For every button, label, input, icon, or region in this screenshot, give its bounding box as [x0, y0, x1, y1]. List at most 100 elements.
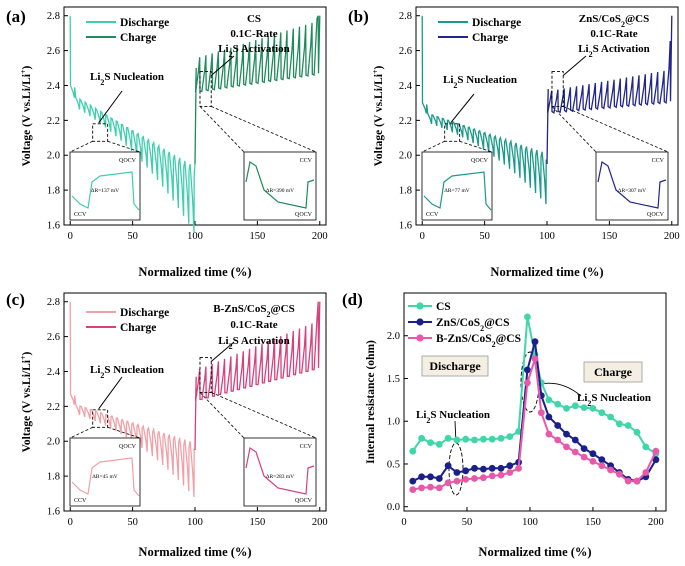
data-point	[506, 433, 514, 440]
data-point	[589, 458, 597, 465]
data-point	[531, 338, 539, 346]
legend: Discharge Charge	[86, 17, 169, 44]
data-point	[633, 428, 641, 436]
panel-tag: (b)	[348, 7, 369, 26]
nucleation-arrow	[98, 90, 123, 124]
zoom-box-charge	[551, 71, 564, 107]
inset-label-upper: QOCV	[119, 158, 137, 164]
data-point	[515, 464, 522, 472]
zoom-connector	[107, 426, 141, 439]
legend-marker-zns	[416, 318, 424, 326]
zoom-box-discharge	[92, 123, 109, 142]
data-point	[607, 466, 614, 474]
data-point	[515, 428, 522, 435]
y-tick-label: 2.6	[399, 46, 412, 57]
inset-frame	[421, 151, 493, 221]
data-point	[453, 436, 461, 444]
y-tick-label: 2.8	[399, 11, 412, 22]
x-axis-label: Normalized time (%)	[478, 545, 591, 559]
discharge-line	[69, 15, 196, 233]
x-tick-label: 150	[250, 517, 266, 528]
data-point	[462, 435, 470, 443]
y-tick-label: 2.0	[399, 151, 412, 162]
data-point	[580, 445, 588, 452]
inset-curve	[71, 171, 140, 211]
data-point	[409, 486, 417, 493]
x-tick-label: 200	[664, 231, 680, 242]
x-tick-label: 150	[250, 231, 266, 242]
data-point	[418, 484, 425, 492]
charge-region-label: Charge	[594, 365, 633, 379]
y-tick-label: 2.0	[47, 437, 60, 448]
data-point	[444, 434, 452, 442]
legend-label-bzns: B-ZnS/CoS2@CS	[436, 333, 521, 349]
discharge-region-box	[421, 355, 489, 377]
data-point	[589, 450, 597, 458]
x-ticks: 0 50 100 150 200	[68, 507, 328, 528]
data-point	[589, 405, 597, 412]
x-tick-label: 0	[401, 517, 406, 528]
inset-delta-label: ΔR=77 mV	[444, 188, 469, 194]
y-tick-label: 1.5	[387, 374, 400, 385]
data-point	[554, 422, 562, 429]
data-point	[580, 453, 588, 461]
x-tick-label: 100	[522, 517, 538, 528]
y-tick-label: 1.6	[47, 221, 60, 232]
charge-line	[194, 15, 321, 165]
data-point	[435, 484, 443, 492]
activation-arrow	[210, 341, 235, 362]
data-point	[554, 400, 562, 408]
x-tick-label: 0	[68, 231, 73, 242]
legend-label-charge: Charge	[472, 32, 508, 44]
y-tick-label: 1.6	[47, 507, 60, 518]
panel-a: (a) Voltage (V vs.Li/Li+) Normalized tim…	[6, 6, 328, 279]
y-tick-label: 0.5	[387, 459, 400, 470]
charge-line	[546, 15, 673, 165]
panel-d: (d) Internal resistance (ohm) Normalized…	[342, 290, 667, 559]
data-point	[531, 355, 539, 363]
data-point	[545, 413, 553, 421]
data-point	[616, 470, 623, 478]
data-point	[506, 462, 514, 470]
y-tick-label: 2.4	[399, 81, 413, 92]
data-point	[598, 409, 606, 417]
rate-label: 0.1C-Rate	[230, 28, 277, 40]
panel-c: (c) Voltage (V vs.Li/Li+) Normalized tim…	[6, 290, 328, 559]
data-point	[471, 436, 478, 444]
zoom-connector	[211, 106, 317, 153]
zoom-connector	[69, 140, 93, 153]
data-point	[624, 422, 632, 429]
panel-tag: (d)	[342, 290, 363, 309]
y-axis-label: Voltage (V vs.Li/Li+)	[371, 65, 386, 166]
data-point	[435, 475, 443, 482]
legend: Discharge Charge	[86, 307, 169, 334]
y-tick-label: 0.0	[387, 502, 400, 513]
data-point	[554, 436, 562, 444]
data-point	[524, 313, 531, 321]
y-ticks: 1.6 1.8 2.0 2.2 2.4 2.6 2.8	[47, 297, 68, 518]
x-tick-label: 150	[585, 517, 601, 528]
x-tick-label: 50	[127, 517, 138, 528]
legend-marker-bzns	[416, 334, 424, 342]
legend-label-discharge: Discharge	[472, 17, 521, 29]
x-tick-label: 0	[68, 517, 73, 528]
data-point	[480, 474, 487, 482]
zoom-connector	[69, 426, 93, 439]
voltage-profile	[69, 15, 321, 233]
x-tick-label: 50	[462, 517, 473, 528]
discharge-region-label: Discharge	[429, 359, 481, 373]
data-point	[418, 434, 425, 442]
data-point	[453, 477, 461, 485]
data-point	[471, 475, 478, 482]
data-point	[524, 366, 531, 374]
y-axis-label: Voltage (V vs.Li/Li+)	[19, 351, 34, 452]
x-ticks: 0 50 100 150 200	[401, 507, 664, 528]
y-tick-label: 2.8	[47, 297, 60, 308]
rate-label: 0.1C-Rate	[230, 319, 277, 331]
resistance-series	[409, 313, 660, 493]
inset-curve	[71, 457, 140, 497]
y-tick-label: 2.4	[47, 367, 61, 378]
activation-arrow	[210, 55, 235, 76]
y-tick-label: 1.8	[47, 472, 60, 483]
data-point	[444, 479, 452, 487]
